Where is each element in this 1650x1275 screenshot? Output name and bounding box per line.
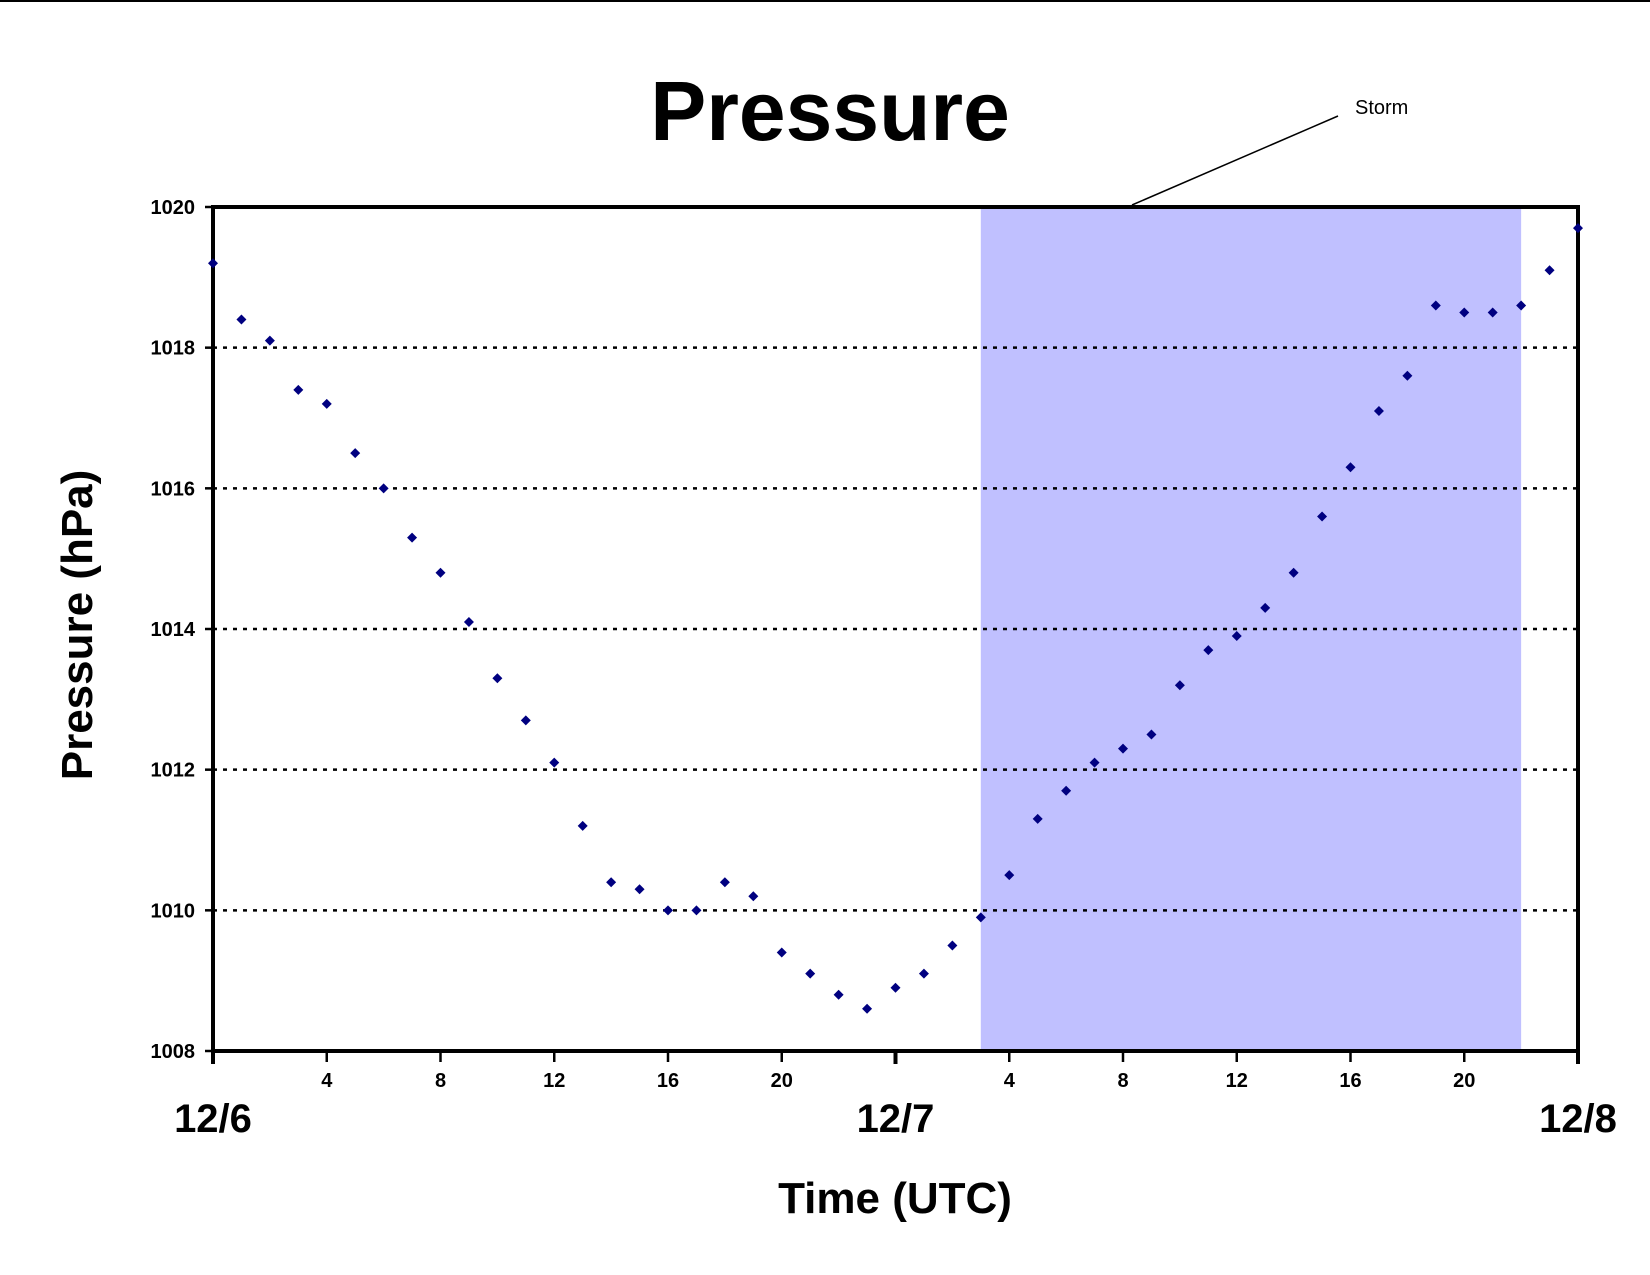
data-point bbox=[1061, 785, 1072, 796]
data-point bbox=[1345, 462, 1356, 473]
data-point bbox=[236, 314, 247, 325]
data-point bbox=[776, 947, 787, 958]
data-point bbox=[321, 398, 332, 409]
data-point bbox=[833, 989, 844, 1000]
data-point bbox=[492, 673, 503, 684]
data-point bbox=[264, 335, 275, 346]
y-tick-label: 1018 bbox=[151, 338, 196, 360]
x-tick-label: 12 bbox=[543, 1070, 565, 1092]
data-point bbox=[1544, 265, 1555, 276]
data-point bbox=[1459, 307, 1470, 318]
data-point bbox=[1203, 645, 1214, 656]
x-tick-label: 8 bbox=[435, 1070, 446, 1092]
data-point bbox=[1288, 567, 1299, 578]
data-point bbox=[890, 982, 901, 993]
data-point bbox=[208, 258, 218, 269]
data-point bbox=[1174, 680, 1185, 691]
x-tick-label: 16 bbox=[1339, 1070, 1361, 1092]
date-label: 12/6 bbox=[174, 1097, 252, 1141]
data-point bbox=[463, 616, 474, 627]
data-point bbox=[1317, 511, 1328, 522]
x-tick-label: 4 bbox=[321, 1070, 333, 1092]
data-point bbox=[407, 532, 418, 543]
y-tick-label: 1008 bbox=[151, 1041, 196, 1063]
data-point bbox=[350, 448, 361, 459]
data-point bbox=[435, 567, 446, 578]
storm-annotation-leader bbox=[1131, 115, 1339, 206]
y-tick-label: 1014 bbox=[151, 619, 196, 641]
data-point bbox=[663, 905, 673, 916]
y-tick-label: 1020 bbox=[151, 197, 196, 219]
x-tick-label: 16 bbox=[657, 1070, 679, 1092]
data-point bbox=[1089, 757, 1100, 768]
data-point bbox=[606, 877, 617, 888]
data-point bbox=[634, 884, 645, 895]
data-point bbox=[862, 1003, 873, 1014]
data-point bbox=[1118, 743, 1128, 754]
date-label: 12/8 bbox=[1539, 1097, 1617, 1141]
y-axis-label: Pressure (hPa) bbox=[53, 470, 102, 781]
x-tick-label: 20 bbox=[771, 1070, 793, 1092]
data-point bbox=[1231, 631, 1242, 642]
x-axis-label: Time (UTC) bbox=[778, 1174, 1012, 1223]
data-point bbox=[1032, 813, 1043, 824]
y-tick-label: 1012 bbox=[151, 760, 196, 782]
plot-area: 1008 1010 1012 1014 1016 1018 1020 4 8 12 16 20 4 8 12… bbox=[151, 197, 1617, 1141]
data-point bbox=[691, 905, 702, 916]
data-point bbox=[520, 715, 531, 726]
data-point bbox=[805, 968, 816, 979]
storm-band bbox=[980, 207, 1522, 1051]
data-point bbox=[1260, 602, 1271, 613]
x-tick-label: 8 bbox=[1117, 1070, 1128, 1092]
data-point bbox=[719, 877, 730, 888]
chart-title: Pressure bbox=[650, 64, 1010, 158]
data-point bbox=[293, 384, 304, 395]
data-point bbox=[748, 891, 759, 902]
data-point bbox=[918, 968, 929, 979]
date-label: 12/7 bbox=[857, 1097, 935, 1141]
data-point bbox=[1146, 729, 1157, 740]
y-tick-label: 1010 bbox=[151, 900, 196, 922]
x-tick-label: 4 bbox=[1004, 1070, 1016, 1092]
data-point bbox=[1402, 370, 1413, 381]
data-point bbox=[549, 757, 560, 768]
x-tick-label: 12 bbox=[1226, 1070, 1248, 1092]
data-point bbox=[947, 940, 958, 951]
data-point bbox=[1487, 307, 1498, 318]
data-point bbox=[1430, 300, 1441, 311]
data-point bbox=[378, 483, 389, 494]
data-point bbox=[1004, 870, 1015, 881]
data-point bbox=[577, 820, 588, 831]
x-tick-label: 20 bbox=[1453, 1070, 1475, 1092]
y-tick-label: 1016 bbox=[151, 478, 196, 500]
data-point bbox=[1373, 405, 1384, 416]
data-point bbox=[975, 912, 986, 923]
storm-annotation-label: Storm bbox=[1355, 97, 1408, 119]
data-point bbox=[1573, 223, 1583, 234]
data-point bbox=[1516, 300, 1527, 311]
